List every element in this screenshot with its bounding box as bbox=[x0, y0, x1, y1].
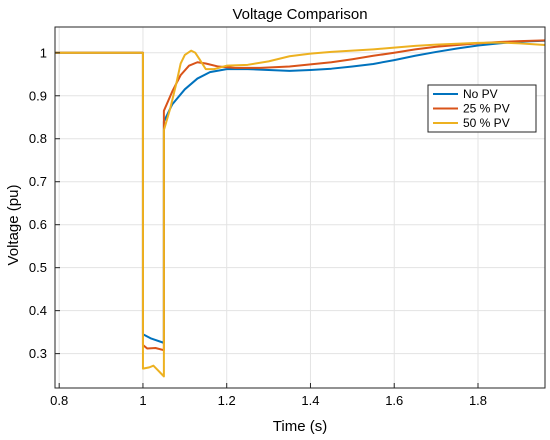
legend-label: 25 % PV bbox=[463, 102, 510, 116]
y-tick-label: 0.6 bbox=[29, 217, 47, 232]
series-line-3 bbox=[55, 41, 546, 378]
x-tick-label: 1.2 bbox=[218, 393, 236, 408]
plot-frame bbox=[54, 26, 546, 389]
x-axis-label: Time (s) bbox=[273, 418, 327, 435]
grid-layer bbox=[55, 27, 545, 388]
x-tick-label: 1.8 bbox=[469, 393, 487, 408]
x-tick-label: 0.8 bbox=[50, 393, 68, 408]
series-layer bbox=[55, 39, 546, 378]
y-axis-label: Voltage (pu) bbox=[5, 185, 22, 266]
legend-label: No PV bbox=[463, 87, 498, 101]
legend-label: 50 % PV bbox=[463, 116, 510, 130]
y-tick-label: 0.8 bbox=[29, 131, 47, 146]
x-tick-label: 1.6 bbox=[385, 393, 403, 408]
y-tick-label: 0.3 bbox=[29, 346, 47, 361]
x-tick-label: 1 bbox=[139, 393, 146, 408]
x-tick-label: 1.4 bbox=[301, 393, 319, 408]
ticks-layer: 0.8 1 1.2 1.4 1.6 1.8 0.3 0.4 0.5 0.6 0.7 0.8 0.9 1 bbox=[29, 45, 487, 408]
y-tick-label: 1 bbox=[40, 45, 47, 60]
y-tick-label: 0.5 bbox=[29, 260, 47, 275]
y-tick-label: 0.7 bbox=[29, 174, 47, 189]
chart-title: Voltage Comparison bbox=[232, 6, 367, 23]
y-tick-label: 0.4 bbox=[29, 303, 47, 318]
y-tick-label: 0.9 bbox=[29, 88, 47, 103]
series-line-2 bbox=[55, 39, 546, 352]
